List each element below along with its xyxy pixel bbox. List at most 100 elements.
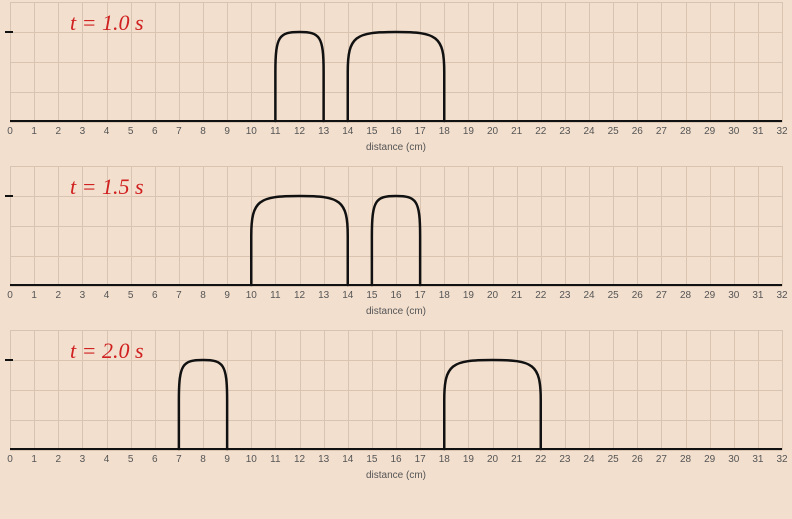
x-tick-label: 24 [579, 290, 599, 301]
x-tick-label: 13 [314, 126, 334, 137]
grid-line-h [10, 122, 782, 123]
x-tick-label: 11 [265, 290, 285, 301]
x-tick-label: 31 [748, 126, 768, 137]
x-tick-label: 1 [24, 290, 44, 301]
plot-area: 0123456789101112131415161718192021222324… [10, 166, 782, 286]
x-tick-label: 12 [290, 290, 310, 301]
x-tick-label: 26 [627, 126, 647, 137]
x-tick-label: 10 [241, 454, 261, 465]
x-axis-label: distance (cm) [366, 306, 426, 317]
x-tick-label: 15 [362, 290, 382, 301]
x-tick-label: 3 [72, 454, 92, 465]
x-tick-label: 11 [265, 454, 285, 465]
x-tick-label: 17 [410, 454, 430, 465]
x-tick-label: 26 [627, 290, 647, 301]
wave-curves [10, 330, 782, 450]
plot-area: 0123456789101112131415161718192021222324… [10, 2, 782, 122]
x-tick-label: 4 [97, 454, 117, 465]
x-tick-label: 6 [145, 454, 165, 465]
x-tick-label: 8 [193, 126, 213, 137]
x-axis-label: distance (cm) [366, 470, 426, 481]
x-tick-label: 7 [169, 290, 189, 301]
x-tick-label: 9 [217, 290, 237, 301]
x-tick-label: 29 [700, 290, 720, 301]
x-tick-label: 8 [193, 454, 213, 465]
x-tick-label: 10 [241, 290, 261, 301]
wave-panel: 0123456789101112131415161718192021222324… [10, 166, 782, 330]
grid-line-v [782, 166, 783, 286]
x-tick-label: 27 [651, 454, 671, 465]
x-tick-label: 23 [555, 126, 575, 137]
x-tick-label: 10 [241, 126, 261, 137]
x-tick-label: 2 [48, 290, 68, 301]
wave-pulse [179, 360, 227, 449]
x-tick-label: 24 [579, 454, 599, 465]
wave-panel: 0123456789101112131415161718192021222324… [10, 2, 782, 166]
x-tick-label: 7 [169, 454, 189, 465]
x-tick-label: 31 [748, 454, 768, 465]
wave-pulse [348, 32, 445, 121]
x-tick-label: 9 [217, 126, 237, 137]
x-tick-label: 15 [362, 126, 382, 137]
x-tick-label: 5 [121, 454, 141, 465]
x-tick-label: 12 [290, 454, 310, 465]
x-tick-label: 32 [772, 454, 792, 465]
x-tick-label: 8 [193, 290, 213, 301]
grid-line-v [782, 330, 783, 450]
x-tick-label: 30 [724, 126, 744, 137]
x-tick-label: 17 [410, 126, 430, 137]
x-tick-label: 27 [651, 126, 671, 137]
x-tick-label: 20 [483, 126, 503, 137]
x-tick-label: 19 [458, 126, 478, 137]
x-tick-label: 20 [483, 454, 503, 465]
x-tick-label: 25 [603, 454, 623, 465]
x-tick-label: 16 [386, 454, 406, 465]
x-tick-label: 0 [0, 454, 20, 465]
wave-pulse [251, 196, 348, 285]
x-tick-label: 2 [48, 126, 68, 137]
x-tick-label: 6 [145, 126, 165, 137]
x-tick-label: 0 [0, 290, 20, 301]
wave-pulse [275, 32, 323, 121]
wave-panel: 0123456789101112131415161718192021222324… [10, 330, 782, 494]
x-tick-label: 18 [434, 454, 454, 465]
x-tick-label: 7 [169, 126, 189, 137]
x-tick-label: 1 [24, 126, 44, 137]
x-tick-label: 19 [458, 454, 478, 465]
x-tick-label: 22 [531, 290, 551, 301]
x-tick-label: 26 [627, 454, 647, 465]
x-tick-label: 32 [772, 126, 792, 137]
x-tick-label: 21 [507, 454, 527, 465]
x-tick-label: 29 [700, 126, 720, 137]
x-tick-label: 18 [434, 126, 454, 137]
x-tick-label: 15 [362, 454, 382, 465]
wave-pulse [372, 196, 420, 285]
x-tick-label: 13 [314, 454, 334, 465]
x-tick-label: 27 [651, 290, 671, 301]
grid-line-h [10, 450, 782, 451]
x-tick-label: 30 [724, 290, 744, 301]
x-tick-label: 3 [72, 126, 92, 137]
wave-pulse [444, 360, 541, 449]
x-axis-label: distance (cm) [366, 142, 426, 153]
x-tick-label: 9 [217, 454, 237, 465]
x-tick-label: 24 [579, 126, 599, 137]
x-tick-label: 25 [603, 290, 623, 301]
x-tick-label: 5 [121, 126, 141, 137]
x-tick-label: 28 [676, 290, 696, 301]
x-tick-label: 28 [676, 126, 696, 137]
x-tick-label: 13 [314, 290, 334, 301]
x-tick-label: 17 [410, 290, 430, 301]
x-tick-label: 0 [0, 126, 20, 137]
x-tick-label: 19 [458, 290, 478, 301]
x-tick-label: 14 [338, 126, 358, 137]
x-tick-label: 18 [434, 290, 454, 301]
x-tick-label: 16 [386, 290, 406, 301]
x-tick-label: 28 [676, 454, 696, 465]
x-tick-label: 25 [603, 126, 623, 137]
x-tick-label: 4 [97, 290, 117, 301]
x-tick-label: 20 [483, 290, 503, 301]
x-tick-label: 5 [121, 290, 141, 301]
x-tick-label: 4 [97, 126, 117, 137]
wave-curves [10, 166, 782, 286]
